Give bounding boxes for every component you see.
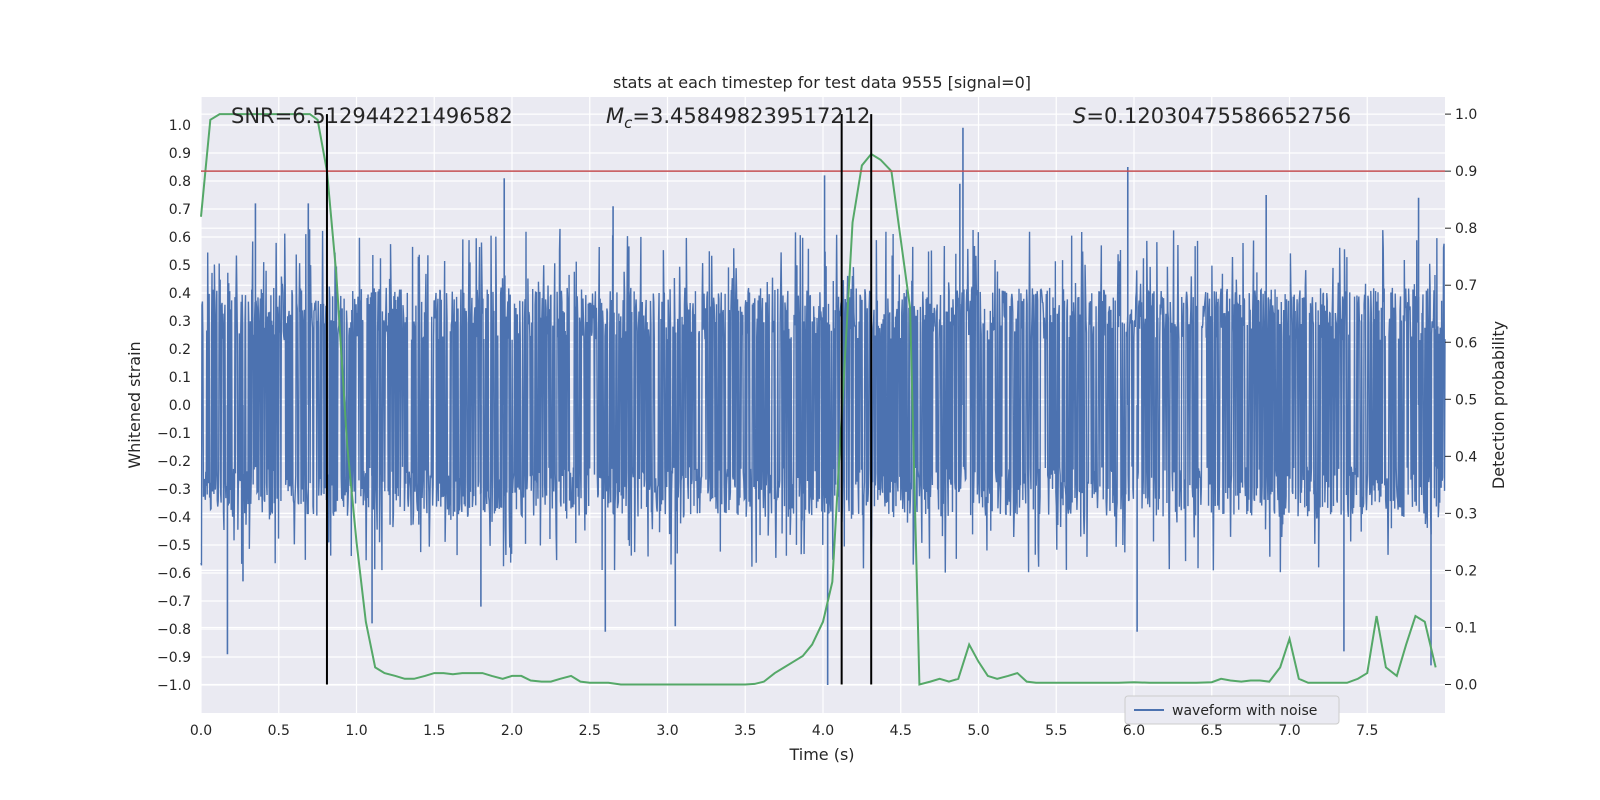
x-tick-label: 0.0 [190, 723, 212, 739]
x-tick-label: 7.0 [1278, 723, 1300, 739]
mc-annotation: Mc=3.458498239517212 [606, 104, 870, 132]
x-tick-label: 6.0 [1123, 723, 1145, 739]
y-tick-label: −0.3 [157, 482, 191, 498]
x-tick-label: 4.0 [812, 723, 834, 739]
x-tick-label: 5.0 [967, 723, 989, 739]
probability-series [200, 113, 1437, 686]
y-tick-label: −0.6 [157, 566, 191, 582]
y-tick-label: 0.8 [169, 174, 191, 190]
snr-annotation: SNR=6.512944221496582 [231, 104, 513, 128]
y-tick-label: 0.4 [169, 286, 191, 302]
y-tick-label: 0.6 [169, 230, 191, 246]
y2-tick-label: 0.3 [1455, 506, 1477, 522]
y2-tick-label: 0.9 [1455, 164, 1477, 180]
s-annotation: S=0.12030475586652756 [1073, 104, 1351, 128]
x-tick-label: 3.0 [656, 723, 678, 739]
y2-tick-label: 0.8 [1455, 221, 1477, 237]
y-tick-label: 0.1 [169, 370, 191, 386]
x-tick-label: 7.5 [1356, 723, 1378, 739]
y-tick-label: −0.5 [157, 538, 191, 554]
y2-tick-label: 0.0 [1455, 677, 1477, 693]
x-axis-label: Time (s) [788, 745, 854, 764]
y-tick-label: −0.8 [157, 622, 191, 638]
y-tick-label: 0.7 [169, 202, 191, 218]
y-tick-label: −0.9 [157, 650, 191, 666]
y-tick-label: −0.7 [157, 594, 191, 610]
y-axis-label: Whitened strain [125, 341, 144, 468]
waveform-series [200, 127, 1446, 685]
axis-ticks: 0.0 0.5 1.0 1.5 2.0 2.5 3.0 3.5 4.0 4.5 5.0 5.5 6.0 6… [157, 107, 1477, 739]
y-tick-label: −0.1 [157, 426, 191, 442]
x-tick-label: 2.0 [501, 723, 523, 739]
y-tick-label: 0.9 [169, 146, 191, 162]
legend-entry: waveform with noise [1172, 703, 1317, 719]
x-tick-label: 4.5 [890, 723, 912, 739]
y2-tick-label: 0.7 [1455, 278, 1477, 294]
threshold-and-markers [201, 114, 1445, 685]
y-tick-label: −0.2 [157, 454, 191, 470]
legend-box [1124, 695, 1340, 725]
x-tick-label: 2.5 [579, 723, 601, 739]
x-tick-label: 1.0 [345, 723, 367, 739]
x-tick-label: 3.5 [734, 723, 756, 739]
y-tick-label: −1.0 [157, 678, 191, 694]
y2-tick-label: 0.2 [1455, 563, 1477, 579]
x-tick-label: 1.5 [423, 723, 445, 739]
chart-title: stats at each timestep for test data 955… [613, 73, 1031, 92]
y2-tick-label: 0.4 [1455, 449, 1477, 465]
y2-axis-label: Detection probability [1489, 321, 1508, 489]
x-tick-label: 5.5 [1045, 723, 1067, 739]
y-tick-label: 1.0 [169, 118, 191, 134]
x-tick-label: 0.5 [268, 723, 290, 739]
y2-tick-label: 0.1 [1455, 620, 1477, 636]
y-tick-label: 0.5 [169, 258, 191, 274]
y2-tick-label: 0.5 [1455, 392, 1477, 408]
y-tick-label: −0.4 [157, 510, 191, 526]
waveform-line [200, 228, 1446, 573]
x-tick-label: 6.5 [1201, 723, 1223, 739]
y2-tick-label: 0.6 [1455, 335, 1477, 351]
y-tick-label: 0.2 [169, 342, 191, 358]
y2-tick-label: 1.0 [1455, 107, 1477, 123]
probability-line [200, 113, 1437, 686]
y-tick-label: 0.3 [169, 314, 191, 330]
legend: waveform with noise [1124, 695, 1340, 725]
y-tick-label: 0.0 [169, 398, 191, 414]
